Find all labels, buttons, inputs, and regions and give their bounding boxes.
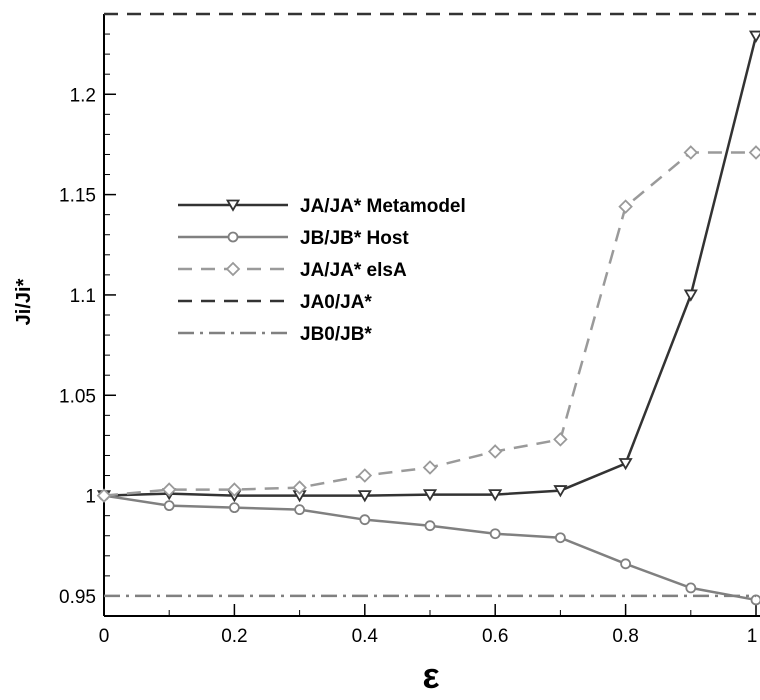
data-point xyxy=(748,145,760,160)
x-tick-label: 0 xyxy=(99,626,110,647)
legend-label: JA/JA* Metamodel xyxy=(300,196,466,217)
series-2 xyxy=(98,490,760,606)
legend-item: JA/JA* Metamodel xyxy=(178,196,466,217)
data-point xyxy=(228,502,240,514)
legend-label: JA0/JA* xyxy=(300,292,372,313)
data-point xyxy=(294,504,306,516)
data-point xyxy=(555,532,566,544)
legend-marker xyxy=(225,261,241,277)
legend-label: JA/JA* elsA xyxy=(300,260,407,281)
data-point xyxy=(359,514,371,526)
x-tick-label: 1 xyxy=(747,626,758,647)
legend-marker xyxy=(225,199,241,212)
data-point xyxy=(161,482,177,497)
data-point xyxy=(292,480,307,495)
series-3 xyxy=(96,145,760,503)
data-point xyxy=(357,490,372,503)
y-tick-label: 0.95 xyxy=(59,587,96,608)
legend: JA/JA* Metamodel JB/JB* Host JA/JA* elsA JA… xyxy=(178,196,466,345)
legend-item: JB/JB* Host xyxy=(178,228,409,249)
legend-marker xyxy=(227,231,239,243)
legend-label: JB/JB* Host xyxy=(300,228,409,249)
data-point xyxy=(685,582,697,594)
y-tick-label: 1.2 xyxy=(70,85,96,106)
data-point xyxy=(620,558,631,570)
y-axis: 0.95 1 1.05 1.1 1.15 1.2 xyxy=(59,33,116,608)
y-tick-label: 1 xyxy=(85,487,96,508)
data-point xyxy=(357,468,373,483)
data-point xyxy=(487,444,503,459)
y-axis-title: Ji/Ji* xyxy=(13,278,35,325)
legend-item: JA/JA* elsA xyxy=(178,260,407,281)
x-axis-title: ε xyxy=(422,655,439,696)
legend-label: JB0/JB* xyxy=(300,324,372,345)
y-tick-label: 1.1 xyxy=(70,286,96,307)
data-point xyxy=(683,289,698,302)
x-tick-label: 0.4 xyxy=(352,626,379,647)
series-line xyxy=(103,494,757,602)
data-point xyxy=(422,489,438,502)
y-tick-label: 1.15 xyxy=(59,186,96,207)
x-tick-label: 0.6 xyxy=(482,626,508,647)
x-tick-label: 0.8 xyxy=(612,626,638,647)
data-point xyxy=(227,482,242,497)
data-point xyxy=(96,488,112,503)
data-point xyxy=(553,432,568,447)
data-point xyxy=(163,500,175,512)
data-point xyxy=(424,520,436,532)
data-point xyxy=(748,30,760,43)
data-point xyxy=(683,145,699,160)
series-layer xyxy=(96,12,760,606)
data-point xyxy=(618,458,633,471)
legend-item: JB0/JB* xyxy=(178,324,372,345)
x-tick-label: 0.2 xyxy=(221,626,247,647)
data-point xyxy=(488,489,503,502)
data-point xyxy=(553,485,568,498)
series-1 xyxy=(96,30,760,503)
series-line xyxy=(103,35,758,497)
data-point xyxy=(422,460,438,475)
x-axis: 0 0.2 0.4 0.6 0.8 1 xyxy=(99,604,758,647)
data-point xyxy=(618,199,633,214)
data-point xyxy=(489,528,501,540)
y-tick-label: 1.05 xyxy=(59,386,96,407)
legend-item: JA0/JA* xyxy=(178,292,372,313)
